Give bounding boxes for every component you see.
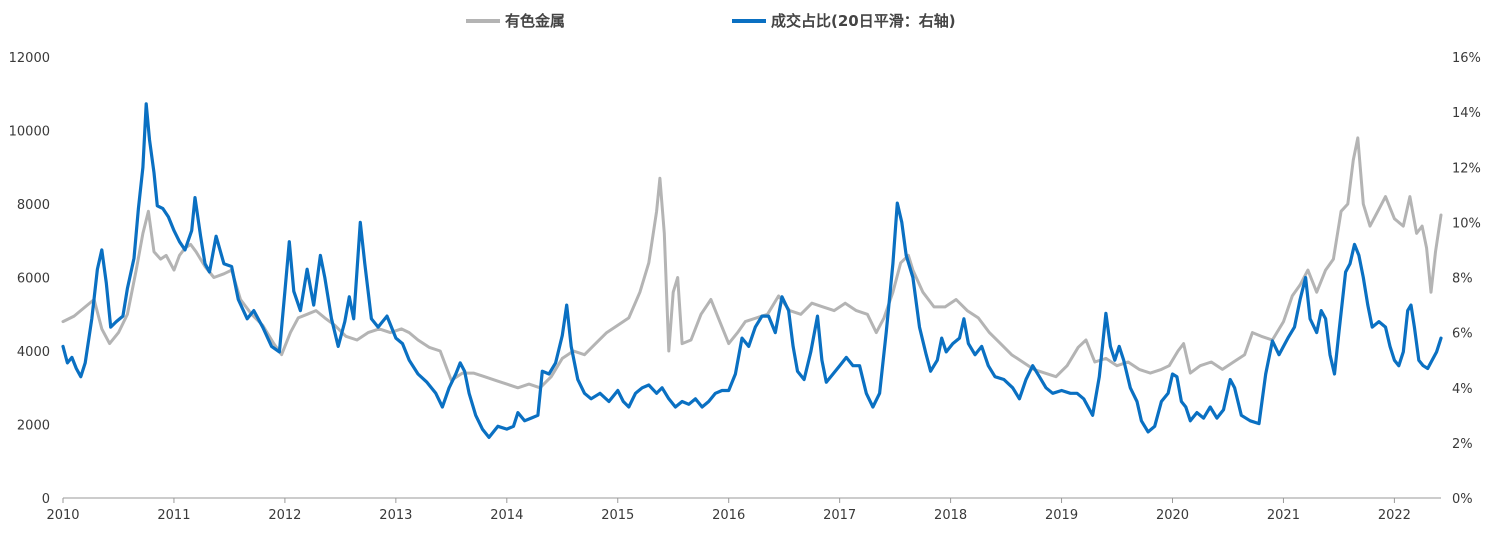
y-right-tick-label: 12% [1452,161,1481,176]
series-line-turnover-share [61,102,1443,439]
legend: 有色金属 成交占比(20日平滑：右轴) [466,12,956,30]
y-right-tick-label: 10% [1452,216,1481,231]
x-tick-label: 2019 [1045,508,1078,523]
x-tick-label: 2022 [1378,508,1411,523]
y-right-tick-label: 8% [1452,272,1473,287]
x-tick-label: 2012 [268,508,301,523]
y-left-tick-label: 0 [42,492,50,507]
y-left-tick-label: 12000 [9,51,50,66]
y-right-tick-label: 4% [1452,382,1473,397]
axes: 2010 2011 2012 2013 2014 2015 2016 2017 2018 2019… [9,51,1481,523]
x-tick-label: 2013 [379,508,412,523]
y-right-tick-label: 2% [1452,437,1473,452]
series-line-nonferrous-metals [61,136,1443,390]
x-tick-label: 2017 [823,508,856,523]
y-left-tick-label: 10000 [9,125,50,140]
y-left-tick-label: 2000 [17,419,50,434]
x-tick-label: 2011 [157,508,190,523]
y-right-tick-label: 0% [1452,492,1473,507]
x-tick-label: 2010 [46,508,79,523]
y-left-tick-label: 8000 [17,198,50,213]
y-right-tick-label: 6% [1452,327,1473,342]
x-tick-label: 2020 [1156,508,1189,523]
legend-label-series1: 有色金属 [505,12,565,30]
legend-label-series2: 成交占比(20日平滑：右轴) [771,12,956,30]
x-tick-label: 2018 [934,508,967,523]
y-right-tick-label: 16% [1452,51,1481,66]
y-left-tick-label: 4000 [17,345,50,360]
x-tick-label: 2016 [712,508,745,523]
x-tick-label: 2015 [601,508,634,523]
y-right-tick-label: 14% [1452,106,1481,121]
x-tick-label: 2014 [490,508,523,523]
x-tick-label: 2021 [1267,508,1300,523]
y-left-tick-label: 6000 [17,272,50,287]
series-layer [61,102,1443,439]
